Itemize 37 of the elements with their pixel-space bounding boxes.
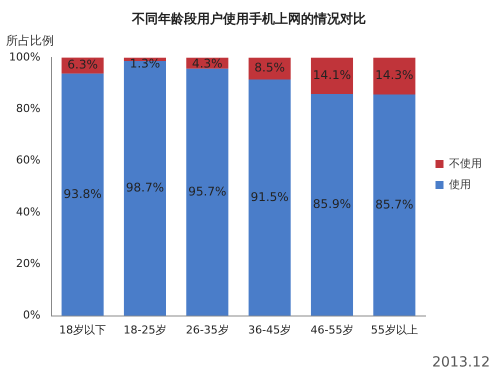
data-label: 6.3% — [67, 58, 98, 72]
x-tick-label: 18-25岁 — [123, 323, 166, 336]
bar — [186, 68, 228, 316]
bar — [373, 58, 416, 95]
legend-label: 不使用 — [449, 156, 482, 170]
y-tick-label: 60% — [16, 154, 40, 167]
x-tick-label: 36-45岁 — [248, 323, 292, 336]
bar — [248, 80, 291, 316]
data-label: 8.5% — [254, 60, 285, 75]
bar — [373, 94, 416, 316]
data-label: 93.8% — [64, 186, 102, 201]
data-label: 85.7% — [375, 197, 414, 212]
data-label: 14.1% — [312, 68, 352, 82]
y-tick-label: 20% — [16, 257, 40, 270]
y-axis-title: 所占比例 — [6, 34, 54, 48]
data-label: 14.3% — [375, 68, 414, 82]
data-label: 91.5% — [250, 190, 289, 204]
y-tick-label: 100% — [8, 50, 40, 64]
data-label: 98.7% — [126, 180, 164, 195]
data-label: 4.3% — [192, 56, 223, 71]
x-tick-label: 26-35岁 — [186, 323, 229, 336]
y-tick-label: 0% — [22, 308, 40, 322]
x-tick-label: 18岁以下 — [59, 323, 106, 336]
data-label: 95.7% — [188, 184, 226, 198]
x-tick-label: 55岁以上 — [370, 323, 418, 336]
x-tick-label: 46-55岁 — [310, 323, 354, 336]
y-tick-label: 40% — [16, 205, 40, 218]
bar — [124, 60, 166, 316]
bar — [310, 58, 354, 94]
legend-label: 使用 — [449, 178, 471, 191]
bar — [310, 94, 354, 316]
y-tick-label: 80% — [16, 102, 40, 116]
data-label: 1.3% — [130, 56, 160, 71]
data-label: 85.9% — [312, 197, 352, 212]
text: 2013.12 — [432, 354, 490, 371]
bar — [62, 74, 104, 316]
chart-title: 不同年龄段用户使用手机上网的情况对比 — [131, 11, 366, 28]
